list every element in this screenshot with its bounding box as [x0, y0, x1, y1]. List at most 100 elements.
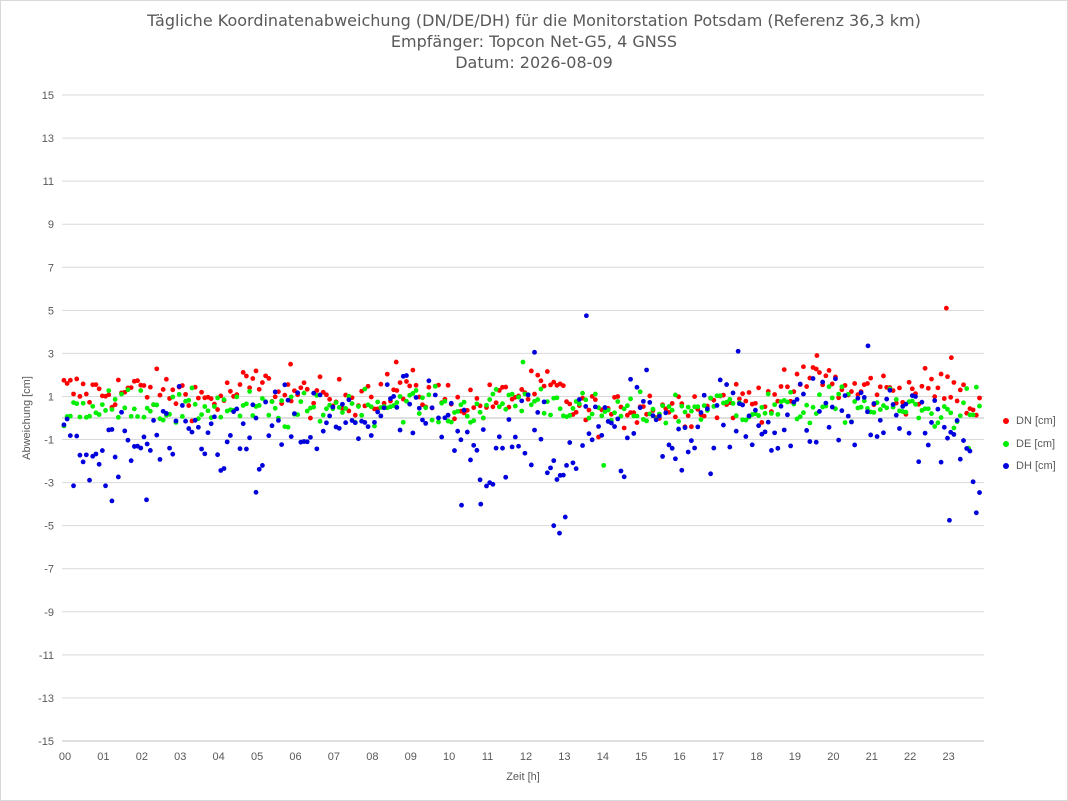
point-de	[672, 392, 678, 398]
point-dh	[877, 417, 883, 423]
point-dh	[897, 426, 902, 431]
point-de	[660, 403, 665, 409]
point-dh	[833, 376, 838, 382]
point-de	[973, 384, 979, 390]
point-dh	[548, 465, 553, 471]
point-dh	[906, 430, 912, 436]
x-tick-label: 17	[712, 751, 724, 763]
point-dh	[484, 483, 489, 489]
point-dh	[567, 440, 573, 445]
point-dn	[186, 403, 192, 408]
point-de	[160, 417, 166, 423]
point-dn	[317, 374, 323, 380]
point-dh-outlier	[865, 343, 871, 349]
point-de	[592, 391, 598, 397]
point-dn-outlier	[288, 361, 293, 367]
point-de	[464, 413, 470, 419]
point-de	[961, 400, 966, 406]
point-dh-outlier	[109, 498, 115, 504]
point-de	[839, 384, 845, 390]
point-dn	[410, 367, 416, 373]
point-dn	[115, 377, 121, 383]
point-dh	[743, 434, 749, 439]
point-dh	[599, 432, 605, 438]
point-dh	[83, 452, 89, 458]
point-dh	[208, 421, 214, 427]
point-de	[410, 391, 416, 396]
point-de	[650, 406, 656, 412]
point-dh	[849, 419, 854, 425]
point-dn	[468, 387, 473, 393]
point-dh	[535, 410, 541, 415]
point-dn	[634, 420, 640, 425]
point-de	[903, 409, 909, 415]
point-dn	[244, 373, 249, 379]
point-dh	[503, 474, 509, 480]
point-de	[589, 411, 595, 417]
point-de	[458, 402, 464, 408]
point-de	[448, 419, 454, 425]
point-de	[842, 420, 848, 425]
point-dh	[740, 402, 746, 408]
x-tick-label: 02	[136, 751, 148, 763]
point-dh	[647, 399, 653, 405]
point-dh	[304, 439, 310, 445]
point-dn	[282, 392, 288, 398]
point-de	[932, 424, 938, 429]
point-de	[474, 401, 480, 407]
point-dh	[64, 416, 70, 422]
point-dh	[785, 412, 790, 418]
point-dn	[346, 408, 352, 414]
point-dh	[436, 415, 441, 421]
point-dh	[423, 420, 429, 426]
point-dh	[532, 427, 537, 433]
point-dh	[221, 466, 227, 471]
point-dh	[932, 398, 938, 403]
point-dh	[845, 413, 851, 419]
point-dn	[865, 381, 870, 386]
point-dh	[698, 410, 704, 415]
point-dn	[538, 378, 544, 384]
point-de	[372, 423, 377, 429]
point-dh	[708, 471, 714, 477]
y-tick-label: 11	[43, 176, 54, 188]
point-dh	[727, 444, 733, 450]
point-dn	[135, 378, 140, 384]
point-dh	[929, 420, 934, 425]
point-dn	[215, 407, 220, 412]
point-dh	[573, 466, 579, 472]
point-dn	[535, 372, 541, 378]
point-dh	[583, 404, 589, 409]
point-dh	[685, 449, 691, 455]
point-dh	[903, 401, 909, 407]
point-de	[269, 399, 275, 405]
point-de	[432, 383, 438, 389]
point-dh	[420, 417, 425, 423]
point-de	[877, 407, 883, 412]
point-de	[801, 410, 806, 416]
point-dh	[432, 392, 438, 398]
point-dh	[285, 397, 291, 403]
point-de	[336, 404, 342, 410]
point-dh	[688, 438, 694, 444]
x-tick-label: 05	[251, 751, 263, 763]
point-dh	[157, 457, 163, 462]
point-dn	[247, 385, 253, 391]
point-dh	[868, 432, 874, 438]
point-dn	[954, 398, 960, 404]
point-dh	[589, 437, 595, 443]
point-dn	[365, 383, 371, 389]
point-dh	[836, 437, 842, 443]
point-dh	[717, 377, 723, 383]
point-dn	[93, 382, 99, 388]
point-dn	[586, 407, 592, 413]
point-dn	[240, 369, 246, 375]
point-de	[96, 412, 102, 417]
point-dh	[96, 461, 102, 467]
point-dh	[724, 382, 730, 387]
point-dn	[804, 384, 810, 389]
point-dn	[445, 382, 451, 388]
point-dh	[77, 452, 83, 458]
point-dh-outlier	[557, 530, 562, 536]
point-dn	[147, 384, 153, 390]
